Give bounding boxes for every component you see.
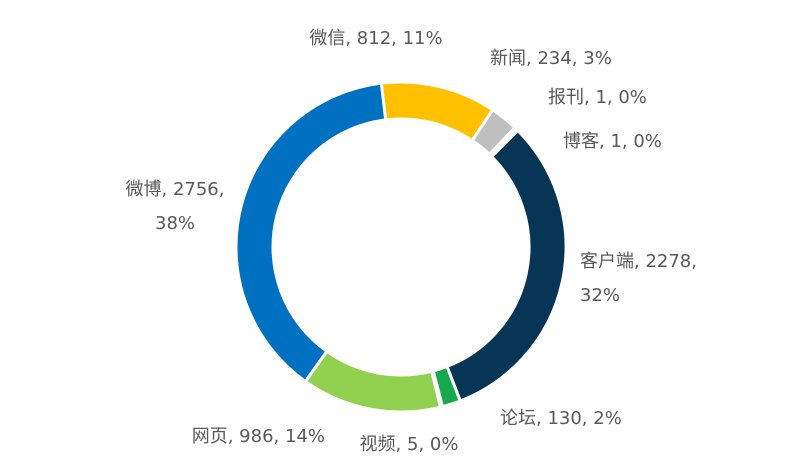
data-label-6: 视频, 5, 0% <box>360 428 459 462</box>
donut-slice-9 <box>379 80 495 143</box>
data-label-4: 客户端, 2278, 32% <box>580 245 697 313</box>
data-label-text: 微信, 812, 11% <box>309 28 443 49</box>
data-label-text: 网页, 986, 14% <box>191 426 325 447</box>
data-label-5: 论坛, 130, 2% <box>500 402 622 436</box>
data-label-1: 新闻, 234, 3% <box>490 42 612 76</box>
data-label-8: 微博, 2756, 38% <box>126 173 225 241</box>
data-label-text: 32% <box>580 285 621 306</box>
data-label-text: 38% <box>154 213 196 234</box>
data-label-text: 视频, 5, 0% <box>359 434 459 455</box>
data-label-text: 客户端, 2278, <box>580 251 697 272</box>
data-label-7: 网页, 986, 14% <box>192 420 325 454</box>
donut-slice-4 <box>445 129 568 403</box>
data-label-text: 微博, 2756, <box>125 179 225 200</box>
data-label-text: 博客, 1, 0% <box>563 131 662 152</box>
donut-slice-7 <box>303 349 443 414</box>
data-label-3: 博客, 1, 0% <box>563 125 662 159</box>
data-label-text: 论坛, 130, 2% <box>500 408 622 429</box>
data-label-text: 新闻, 234, 3% <box>490 48 612 69</box>
donut-slice-8 <box>234 81 388 383</box>
data-label-text: 报刊, 1, 0% <box>548 87 647 108</box>
data-label-9: 微信, 812, 11% <box>309 22 442 56</box>
data-label-2: 报刊, 1, 0% <box>548 81 647 115</box>
